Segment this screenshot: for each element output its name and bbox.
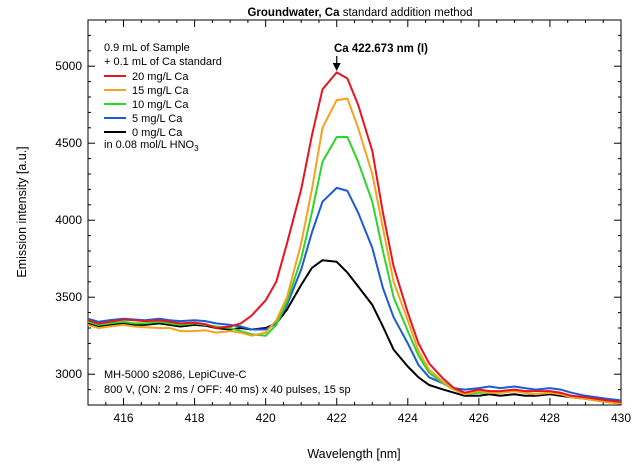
peak-annotation-label: Ca 422.673 nm (I) [334,43,428,55]
legend-footer-subscript: 3 [194,144,199,153]
y-axis-ticks: 3000 3500 4000 4500 5000 [55,19,621,406]
x-tick-label: 416 [114,411,134,425]
y-tick-label: 3500 [55,290,82,304]
series-line-5 [87,259,622,405]
series-line-4 [87,186,622,402]
y-tick-label: 4000 [55,213,82,227]
legend-entry-label: 15 mg/L Ca [132,85,189,97]
y-tick-label: 3000 [55,367,82,381]
y-tick-label: 4500 [55,136,82,150]
x-tick-label: 426 [469,411,489,425]
peak-annotation-arrow [332,56,341,71]
instrument-note-line-2: 800 V, (ON: 2 ms / OFF: 40 ms) x 40 puls… [104,384,351,396]
chart-title: Groundwater, Ca standard addition method [247,7,472,19]
x-tick-label: 418 [185,411,205,425]
x-tick-label: 424 [398,411,418,425]
series-line-3 [87,136,622,405]
legend-entry-label: 10 mg/L Ca [132,99,189,111]
legend-header-line-2: + 0.1 mL of Ca standard [104,56,222,68]
legend-entry-label: 20 mg/L Ca [132,71,189,83]
x-tick-label: 428 [540,411,560,425]
x-tick-label: 422 [327,411,347,425]
x-axis-ticks: 416 418 420 422 424 426 428 430 [87,20,631,425]
series-line-2 [87,97,622,405]
x-axis-label: Wavelength [nm] [307,447,400,461]
legend-entry-label: 0 mg/L Ca [132,127,183,139]
series-lines [87,71,622,405]
legend-entries: 20 mg/L Ca 15 mg/L Ca 10 mg/L Ca 5 mg/L Ca 0… [104,71,189,139]
y-tick-label: 5000 [55,59,82,73]
legend-header-line-1: 0.9 mL of Sample [104,42,190,54]
legend-footer: in 0.08 mol/L HNO3 [104,139,199,153]
legend-footer-main: in 0.08 mol/L HNO [104,139,195,151]
x-tick-label: 420 [256,411,276,425]
instrument-note-line-1: MH-5000 s2086, LepiCuve-C [104,369,247,381]
chart-title-rest: standard addition method [340,7,473,19]
x-tick-label: 430 [611,411,631,425]
series-line-1 [87,71,622,403]
arrow-head [332,63,341,71]
legend-entry-label: 5 mg/L Ca [132,113,183,125]
y-axis-label: Emission intensity [a.u.] [15,146,29,277]
legend: 0.9 mL of Sample + 0.1 mL of Ca standard… [104,42,222,153]
chart-title-bold: Groundwater, Ca [247,7,340,19]
